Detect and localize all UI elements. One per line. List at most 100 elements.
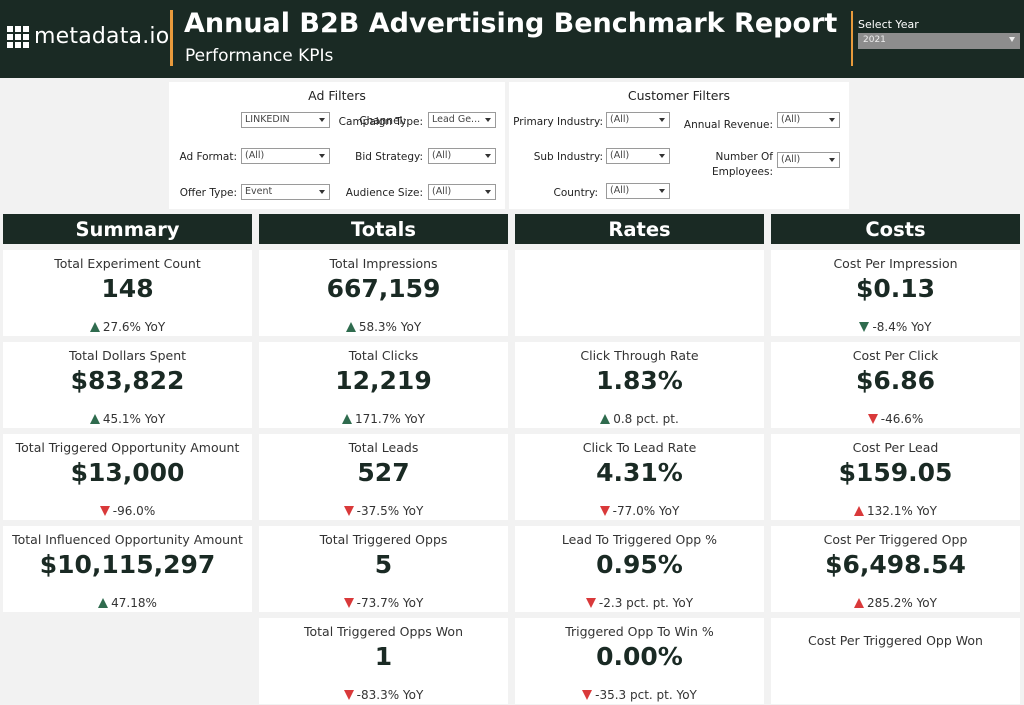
- offer-type-select[interactable]: Event: [241, 184, 330, 200]
- chevron-down-icon: [485, 118, 491, 122]
- kpi-delta: -37.5% YoY: [259, 504, 508, 518]
- country-select[interactable]: (All): [606, 183, 670, 199]
- kpi-delta: 0.8 pct. pt.: [515, 412, 764, 426]
- kpi-label: Click To Lead Rate: [582, 440, 697, 455]
- kpi-label: Cost Per Lead: [852, 440, 939, 455]
- annual-revenue-select-value: (All): [781, 114, 801, 125]
- employees-label: Number Of Employees:: [712, 150, 773, 180]
- select-year-label: Select Year: [858, 18, 919, 31]
- trend-up-icon: [854, 506, 864, 516]
- kpi-label: Cost Per Triggered Opp: [823, 532, 968, 547]
- kpi-card-total-triggered-opps-won: Total Triggered Opps Won 1 -83.3% YoY: [259, 618, 508, 704]
- kpi-value: 667,159: [326, 274, 441, 303]
- kpi-card-cost-per-impression: Cost Per Impression $0.13 -8.4% YoY: [771, 250, 1020, 336]
- trend-up-icon: [98, 598, 109, 608]
- kpi-delta: -46.6%: [771, 412, 1020, 426]
- report-header: metadata.io Annual B2B Advertising Bench…: [0, 0, 1024, 78]
- ad-format-label: Ad Format:: [179, 151, 237, 163]
- kpi-delta-text: -2.3 pct. pt. YoY: [598, 596, 694, 610]
- offer-type-select-value: Event: [245, 186, 273, 197]
- kpi-delta: 45.1% YoY: [3, 412, 252, 426]
- campaign-type-select[interactable]: Lead Ge...: [428, 112, 496, 128]
- chevron-down-icon: [659, 154, 665, 158]
- kpi-label: Cost Per Click: [852, 348, 939, 363]
- trend-up-icon: [89, 414, 100, 424]
- kpi-value: 148: [101, 274, 154, 303]
- kpi-card-click-through-rate: Click Through Rate 1.83% 0.8 pct. pt.: [515, 342, 764, 428]
- employees-select[interactable]: (All): [777, 152, 840, 168]
- annual-revenue-label: Annual Revenue:: [683, 119, 773, 131]
- kpi-delta: -8.4% YoY: [771, 320, 1020, 334]
- sub-industry-label: Sub Industry:: [533, 151, 603, 163]
- kpi-value: 0.00%: [596, 642, 683, 671]
- sub-industry-select-value: (All): [610, 150, 630, 161]
- ad-filters-title: Ad Filters: [308, 88, 366, 103]
- channel-select-value: LINKEDIN: [245, 114, 290, 125]
- kpi-delta-text: -37.5% YoY: [356, 504, 424, 518]
- kpi-value: $6,498.54: [825, 550, 966, 579]
- page-subtitle: Performance KPIs: [185, 46, 334, 66]
- ad-filters-panel: Ad Filters Channel: LINKEDIN Campaign Ty…: [169, 82, 505, 209]
- page-title: Annual B2B Advertising Benchmark Report: [184, 8, 838, 39]
- kpi-label: Total Triggered Opportunity Amount: [15, 440, 240, 455]
- campaign-type-select-value: Lead Ge...: [432, 114, 481, 125]
- kpi-card-total-impressions: Total Impressions 667,159 58.3% YoY: [259, 250, 508, 336]
- chevron-down-icon: [829, 118, 835, 122]
- kpi-delta-text: 27.6% YoY: [102, 320, 166, 334]
- kpi-label: Total Triggered Opps: [319, 532, 448, 547]
- logo-grid-icon: [7, 25, 29, 48]
- kpi-card-cost-per-triggered-opp: Cost Per Triggered Opp $6,498.54 285.2% …: [771, 526, 1020, 612]
- ad-format-select[interactable]: (All): [241, 148, 330, 164]
- bid-strategy-select[interactable]: (All): [428, 148, 496, 164]
- channel-select[interactable]: LINKEDIN: [241, 112, 330, 128]
- kpi-label: Lead To Triggered Opp %: [561, 532, 718, 547]
- select-year-value: 2021: [863, 35, 886, 45]
- trend-up-icon: [345, 322, 356, 332]
- kpi-value: 527: [357, 458, 410, 487]
- kpi-value: $0.13: [855, 274, 936, 303]
- kpi-label: Total Clicks: [348, 348, 419, 363]
- kpi-label: Total Dollars Spent: [68, 348, 187, 363]
- bid-strategy-label: Bid Strategy:: [355, 151, 423, 163]
- channel-label: Channel:: [359, 115, 406, 127]
- kpi-label: Total Influenced Opportunity Amount: [12, 532, 243, 547]
- kpi-delta-text: -73.7% YoY: [356, 596, 424, 610]
- trend-down-icon: [343, 598, 354, 608]
- trend-up-icon: [342, 414, 352, 424]
- trend-down-icon: [343, 506, 354, 516]
- primary-industry-select[interactable]: (All): [606, 112, 670, 128]
- logo: metadata.io: [7, 24, 169, 49]
- audience-size-select[interactable]: (All): [428, 184, 496, 200]
- trend-down-icon: [599, 506, 610, 516]
- kpi-delta-text: -8.4% YoY: [872, 320, 932, 334]
- kpi-delta-text: 171.7% YoY: [355, 412, 425, 426]
- kpi-value: $159.05: [838, 458, 953, 487]
- summary-column-header: Summary: [3, 214, 252, 244]
- campaign-type-label: Campaign Type:: [338, 116, 423, 128]
- kpi-delta: -83.3% YoY: [259, 688, 508, 702]
- select-year-dropdown[interactable]: 2021: [858, 33, 1020, 49]
- kpi-card-total-leads: Total Leads 527 -37.5% YoY: [259, 434, 508, 520]
- audience-size-label: Audience Size:: [345, 187, 423, 199]
- costs-column-header: Costs: [771, 214, 1020, 244]
- kpi-card-total-triggered-opportunity-amount: Total Triggered Opportunity Amount $13,0…: [3, 434, 252, 520]
- offer-type-label: Offer Type:: [179, 187, 237, 199]
- kpi-card-cost-per-triggered-opp-won: Cost Per Triggered Opp Won: [771, 618, 1020, 704]
- annual-revenue-select[interactable]: (All): [777, 112, 840, 128]
- kpi-label: Total Experiment Count: [54, 256, 201, 271]
- kpi-value: 12,219: [335, 366, 432, 395]
- trend-up-icon: [854, 598, 864, 608]
- bid-strategy-select-value: (All): [432, 150, 452, 161]
- kpi-delta-text: 0.8 pct. pt.: [613, 412, 679, 426]
- kpi-delta-text: -46.6%: [880, 412, 924, 426]
- kpi-delta: -2.3 pct. pt. YoY: [515, 596, 764, 610]
- kpi-value: 1.83%: [596, 366, 683, 395]
- kpi-value: 1: [374, 642, 393, 671]
- kpi-card-total-experiment-count: Total Experiment Count 148 27.6% YoY: [3, 250, 252, 336]
- kpi-card-triggered-opp-to-win: Triggered Opp To Win % 0.00% -35.3 pct. …: [515, 618, 764, 704]
- kpi-value: 5: [374, 550, 393, 579]
- kpi-card-cost-per-click: Cost Per Click $6.86 -46.6%: [771, 342, 1020, 428]
- sub-industry-select[interactable]: (All): [606, 148, 670, 164]
- kpi-delta: -77.0% YoY: [515, 504, 764, 518]
- primary-industry-select-value: (All): [610, 114, 630, 125]
